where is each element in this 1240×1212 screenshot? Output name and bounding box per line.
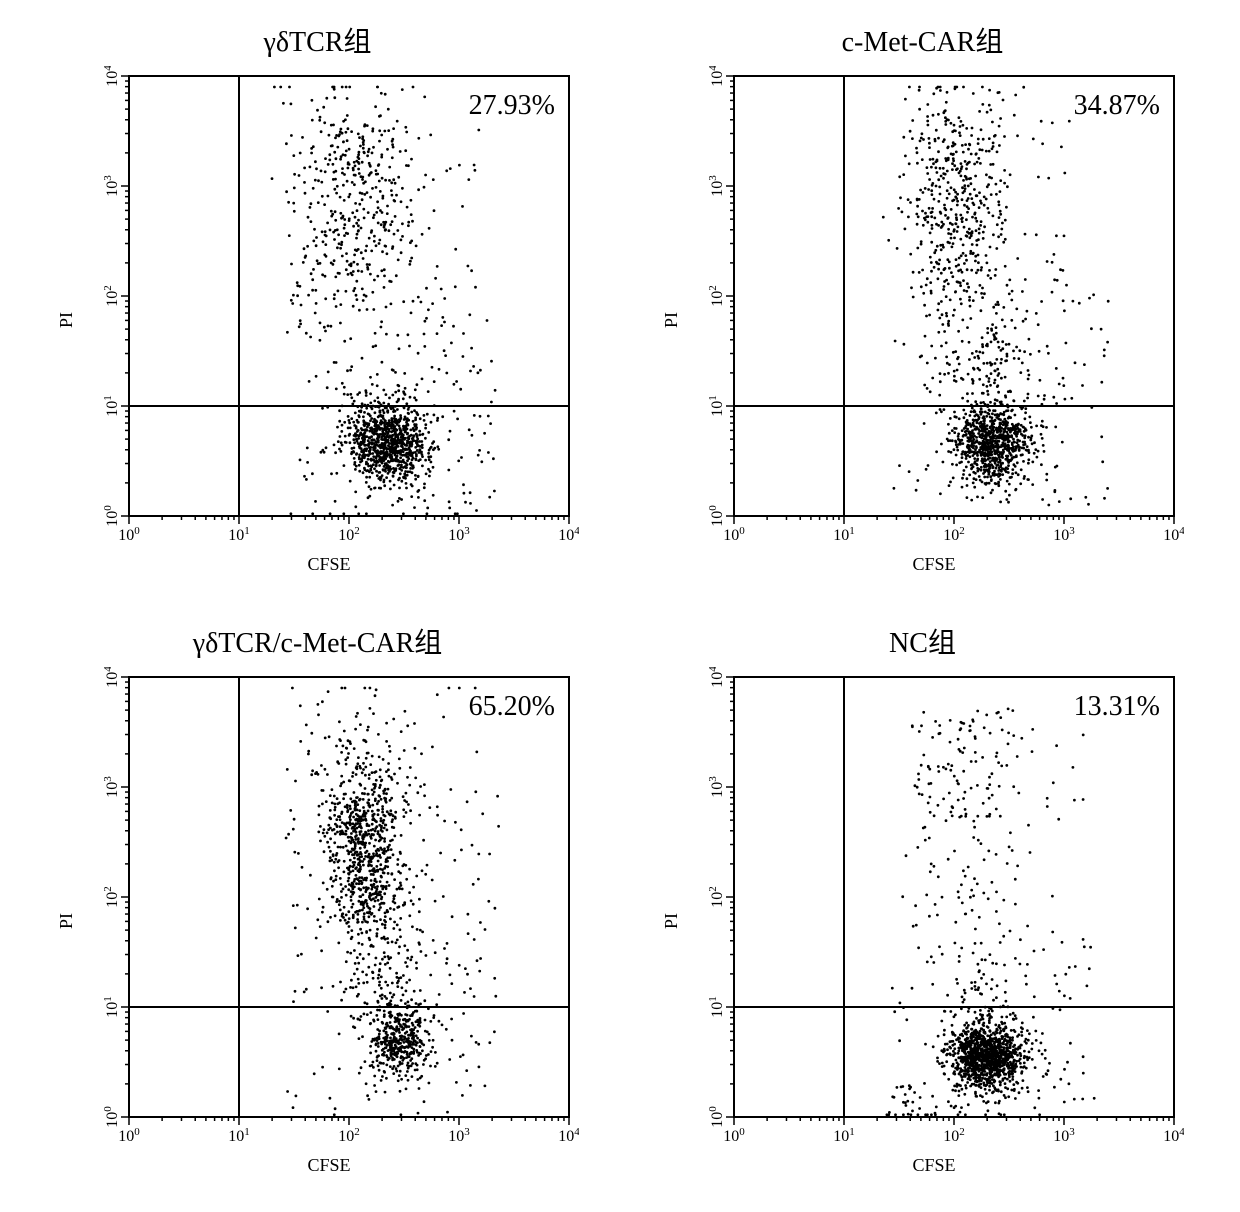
- x-tick-label: 104: [1163, 1126, 1184, 1145]
- facs-panel-bl: γδTCR/c-Met-CAR组PI1001001011011021021031…: [30, 621, 605, 1192]
- y-tick-label: 103: [707, 776, 726, 798]
- plot-column: 100100 101 101 102 102 103 103 104 104 27.93% CFSE: [79, 66, 579, 575]
- y-tick-label: 102: [102, 886, 121, 908]
- x-axis-label: CFSE: [307, 1155, 350, 1176]
- scatter-points: [271, 86, 497, 516]
- y-tick-label: 103: [102, 776, 121, 798]
- x-tick-label: 104: [558, 525, 579, 544]
- scatter-points: [882, 86, 1110, 507]
- y-tick-label: 100: [102, 505, 121, 527]
- x-tick-label: 101: [833, 525, 855, 544]
- x-tick-label: 103: [1053, 525, 1075, 544]
- facs-panel-grid: γδTCR组PI10010010110110210210310310410427…: [0, 0, 1240, 1212]
- x-tick-label: 103: [1053, 1126, 1075, 1145]
- x-axis-label: CFSE: [912, 1155, 955, 1176]
- y-tick-label: 102: [707, 886, 726, 908]
- x-tick-label: 102: [943, 525, 965, 544]
- x-tick-label: 101: [833, 1126, 855, 1145]
- facs-panel-tl: γδTCR组 PI 100100 101 101 102 102 103 103 104 104 27…: [30, 20, 605, 591]
- x-tick-label: 100: [118, 1126, 140, 1145]
- plot-wrapper: PI 100100 101 101 102 102 103 103 104 104 34.87% CF…: [661, 66, 1184, 575]
- quadrant-percentage: 34.87%: [1074, 90, 1160, 121]
- y-tick-label: 102: [102, 285, 121, 307]
- y-axis-label: PI: [56, 913, 77, 929]
- x-axis-label: CFSE: [912, 554, 955, 575]
- scatter-plot: 100100 101 101 102 102 103 103 104 104 34.87%: [684, 66, 1184, 556]
- x-tick-label: 102: [943, 1126, 965, 1145]
- x-tick-label: 104: [1163, 525, 1184, 544]
- y-tick-label: 104: [102, 667, 121, 688]
- panel-title: c-Met-CAR组: [842, 20, 1004, 60]
- y-tick-label: 101: [102, 996, 121, 1018]
- y-tick-label: 104: [707, 66, 726, 87]
- x-tick-label: 103: [448, 1126, 470, 1145]
- y-axis-label: PI: [661, 312, 682, 328]
- x-tick-label: 100: [118, 525, 140, 544]
- plot-wrapper: PI 100100 101 101 102 102 103 103 104 104 13.31% CF…: [661, 667, 1184, 1176]
- plot-column: 100100 101 101 102 102 103 103 104 104 34.87% CFSE: [684, 66, 1184, 575]
- y-axis-label: PI: [56, 312, 77, 328]
- y-tick-label: 104: [707, 667, 726, 688]
- scatter-plot: 100100 101 101 102 102 103 103 104 104 27.93%: [79, 66, 579, 556]
- y-tick-label: 101: [707, 996, 726, 1018]
- scatter-points: [886, 707, 1096, 1116]
- x-tick-label: 101: [228, 1126, 250, 1145]
- panel-title: NC组: [889, 621, 956, 661]
- scatter-points: [285, 687, 500, 1117]
- facs-panel-tr: c-Met-CAR组PI1001001011011021021031031041…: [635, 20, 1210, 591]
- y-tick-label: 104: [102, 66, 121, 87]
- y-tick-label: 102: [707, 285, 726, 307]
- quadrant-percentage: 13.31%: [1074, 691, 1160, 722]
- y-axis-label: PI: [661, 913, 682, 929]
- scatter-plot: 100100 101 101 102 102 103 103 104 104 65.20%: [79, 667, 579, 1157]
- y-tick-label: 100: [707, 505, 726, 527]
- x-tick-label: 100: [723, 525, 745, 544]
- y-tick-label: 100: [102, 1106, 121, 1128]
- y-tick-label: 103: [707, 175, 726, 197]
- x-tick-label: 101: [228, 525, 250, 544]
- panel-title: γδTCR组: [263, 20, 371, 60]
- y-tick-label: 101: [102, 395, 121, 417]
- quadrant-percentage: 27.93%: [469, 90, 555, 121]
- x-tick-label: 100: [723, 1126, 745, 1145]
- scatter-plot: 100100 101 101 102 102 103 103 104 104 13.31%: [684, 667, 1184, 1157]
- y-tick-label: 101: [707, 395, 726, 417]
- x-tick-label: 104: [558, 1126, 579, 1145]
- plot-column: 100100 101 101 102 102 103 103 104 104 13.31% CFSE: [684, 667, 1184, 1176]
- plot-wrapper: PI 100100 101 101 102 102 103 103 104 104 27.93% CF…: [56, 66, 579, 575]
- y-tick-label: 100: [707, 1106, 726, 1128]
- plot-wrapper: PI 100100 101 101 102 102 103 103 104 104 65.20% CF…: [56, 667, 579, 1176]
- y-tick-label: 103: [102, 175, 121, 197]
- x-axis-label: CFSE: [307, 554, 350, 575]
- x-tick-label: 102: [338, 525, 360, 544]
- x-tick-label: 102: [338, 1126, 360, 1145]
- panel-title: γδTCR/c-Met-CAR组: [193, 621, 443, 661]
- plot-column: 100100 101 101 102 102 103 103 104 104 65.20% CFSE: [79, 667, 579, 1176]
- x-tick-label: 103: [448, 525, 470, 544]
- facs-panel-br: NC组 PI 100100 101 101 102 102 103 103 104 104 13.31…: [635, 621, 1210, 1192]
- quadrant-percentage: 65.20%: [469, 691, 555, 722]
